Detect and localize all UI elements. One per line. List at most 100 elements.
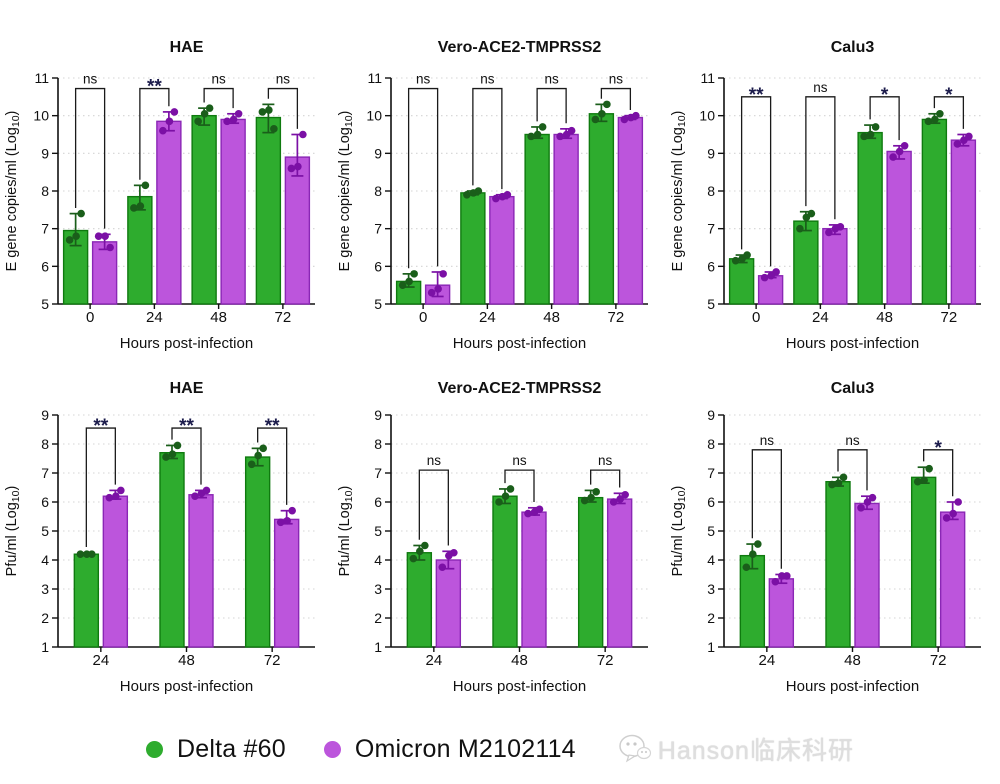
- sig-bracket: [933, 96, 965, 129]
- chart-svg-egene-hae: HAE 5 6 7 8 9 10 11 0 24 48 72 E gene copies/ml (Log…: [4, 39, 315, 352]
- replicate-dot: [247, 460, 256, 469]
- replicate-dot: [501, 492, 510, 500]
- replicate-dot: [556, 132, 564, 141]
- svg-text:6: 6: [707, 258, 715, 274]
- sig-bracket: [74, 87, 106, 229]
- replicate-dot: [283, 517, 291, 525]
- svg-text:48: 48: [511, 652, 528, 669]
- data-points: [65, 104, 307, 252]
- svg-text:5: 5: [374, 523, 382, 539]
- replicate-dot: [591, 115, 600, 124]
- replicate-dot: [202, 486, 211, 495]
- replicate-dot: [603, 100, 611, 109]
- replicate-dot: [421, 541, 429, 550]
- data-points: [731, 109, 973, 282]
- replicate-dot: [76, 550, 85, 558]
- svg-text:10: 10: [699, 108, 715, 124]
- svg-text:0: 0: [86, 309, 94, 326]
- chart-svg-pfu-calu3: Calu3 1 2 3 4 5 6 7 8 9 24 48 72 Pfu/ml (Log10) ns ns * H…: [670, 380, 981, 695]
- svg-text:72: 72: [930, 652, 947, 669]
- bar: [886, 150, 912, 305]
- y-axis-label: Pfu/ml (Log10): [337, 486, 355, 577]
- sig-bracket: [139, 87, 170, 180]
- svg-text:24: 24: [425, 652, 442, 669]
- svg-text:1: 1: [41, 639, 49, 655]
- replicate-dot: [398, 281, 407, 289]
- replicate-dot: [942, 514, 951, 522]
- sig-bracket: [257, 427, 288, 505]
- bar: [793, 220, 819, 305]
- bar: [950, 139, 977, 305]
- x-axis-label: Hours post-infection: [786, 678, 919, 695]
- replicate-dot: [527, 132, 535, 141]
- data-points: [742, 464, 962, 586]
- chart-title: Vero-ACE2-TMPRSS2: [438, 39, 602, 56]
- sig-bracket: [472, 87, 503, 190]
- replicate-dot: [731, 256, 740, 265]
- replicate-dot: [857, 504, 865, 512]
- svg-text:9: 9: [374, 407, 382, 423]
- svg-text:6: 6: [374, 494, 382, 510]
- data-points: [398, 100, 640, 297]
- svg-text:2: 2: [41, 610, 49, 626]
- legend-label-omicron: Omicron M2102114: [354, 734, 576, 763]
- bar: [188, 494, 214, 648]
- replicate-dot: [616, 495, 624, 503]
- replicate-dot: [463, 190, 471, 199]
- svg-text:7: 7: [41, 465, 49, 481]
- replicate-dot: [141, 181, 150, 190]
- svg-text:72: 72: [264, 652, 281, 669]
- data-points: [409, 485, 629, 572]
- replicate-dot: [205, 104, 214, 112]
- svg-text:24: 24: [812, 309, 829, 326]
- svg-text:4: 4: [374, 552, 382, 568]
- bars: [739, 476, 966, 648]
- svg-text:7: 7: [41, 221, 49, 237]
- axes: 5 6 7 8 9 10 11 0 24 48 72: [33, 70, 315, 326]
- sig-bracket: [407, 87, 439, 269]
- replicate-dot: [288, 506, 296, 515]
- svg-text:9: 9: [374, 145, 382, 161]
- chart-title: HAE: [170, 39, 204, 56]
- sig-bracket: [536, 87, 567, 124]
- bar: [492, 495, 518, 648]
- legend-item-omicron: Omicron M2102114: [323, 734, 576, 764]
- data-points: [76, 441, 296, 558]
- replicate-dot: [953, 140, 962, 148]
- bar: [822, 227, 848, 305]
- bar: [220, 118, 246, 305]
- chart-pfu-vero: Vero-ACE2-TMPRSS2 1 2 3 4 5 6 7 8 9 24 48 72 Pfu/ml (…: [333, 371, 666, 716]
- bar: [857, 131, 883, 305]
- replicate-dot: [130, 204, 138, 212]
- x-axis-label: Hours post-infection: [786, 335, 919, 352]
- replicate-dot: [889, 153, 897, 161]
- replicate-dot: [913, 477, 922, 486]
- svg-text:3: 3: [374, 581, 382, 597]
- svg-text:3: 3: [707, 581, 715, 597]
- replicate-dot: [276, 518, 285, 527]
- replicate-dot: [427, 288, 436, 297]
- replicate-dot: [106, 243, 114, 252]
- sig-label: ns: [427, 453, 442, 468]
- sig-label: ns: [211, 72, 226, 87]
- replicate-dot: [162, 453, 170, 461]
- bar: [854, 502, 880, 648]
- sig-label: ns: [480, 72, 495, 87]
- svg-text:48: 48: [543, 309, 560, 326]
- svg-text:48: 48: [210, 309, 227, 326]
- chart-svg-pfu-vero: Vero-ACE2-TMPRSS2 1 2 3 4 5 6 7 8 9 24 48 72 Pfu/ml (…: [337, 380, 648, 695]
- replicate-dot: [533, 130, 542, 139]
- bar: [127, 195, 153, 305]
- y-axis-label: Pfu/ml (Log10): [670, 486, 688, 577]
- replicate-dot: [259, 444, 267, 453]
- sig-label: ns: [813, 80, 828, 95]
- svg-text:7: 7: [707, 465, 715, 481]
- replicate-dot: [194, 117, 202, 126]
- bar: [553, 133, 579, 305]
- replicate-dot: [834, 479, 843, 487]
- svg-text:3: 3: [41, 581, 49, 597]
- replicate-dot: [409, 554, 418, 563]
- svg-text:72: 72: [608, 309, 625, 326]
- replicate-dot: [270, 125, 278, 133]
